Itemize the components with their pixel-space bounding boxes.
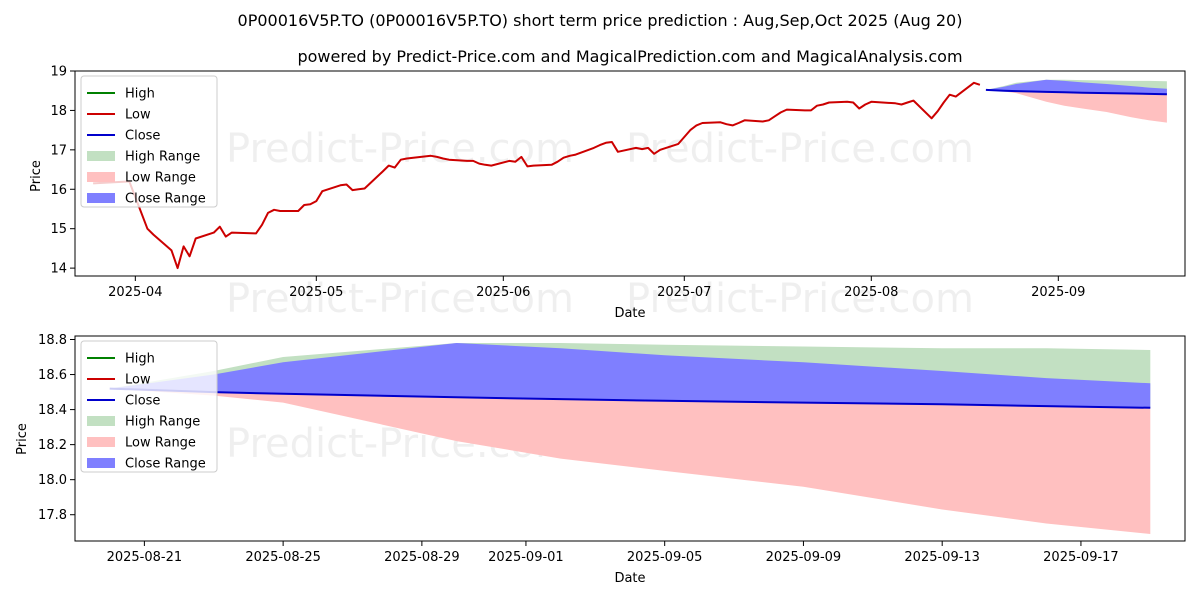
low-history-line bbox=[93, 81, 981, 270]
legend-label: High bbox=[125, 87, 155, 102]
legend-label: High bbox=[125, 352, 155, 367]
y-tick-label: 15 bbox=[50, 222, 67, 237]
legend-label: Close bbox=[125, 394, 160, 409]
bottom-x-axis-title: Date bbox=[614, 571, 645, 586]
y-tick-label: 18.8 bbox=[38, 333, 67, 348]
y-tick-label: 18.6 bbox=[38, 368, 67, 383]
x-tick-label: 2025-08 bbox=[844, 285, 898, 300]
legend-label: Close Range bbox=[125, 457, 206, 472]
x-tick-label: 2025-08-29 bbox=[384, 550, 460, 565]
legend-swatch bbox=[87, 151, 115, 161]
legend-swatch bbox=[87, 458, 115, 468]
top-x-axis-title: Date bbox=[614, 306, 645, 321]
close-forecast-line bbox=[985, 88, 1167, 96]
x-tick-label: 2025-06 bbox=[476, 285, 530, 300]
legend-label: Low Range bbox=[125, 436, 196, 451]
top-panel: Predict-Price.com Predict-Price.com Pred… bbox=[29, 65, 1186, 322]
x-tick-label: 2025-09 bbox=[1031, 285, 1085, 300]
x-tick-label: 2025-04 bbox=[108, 285, 162, 300]
x-tick-label: 2025-09-13 bbox=[904, 550, 980, 565]
y-tick-label: 17 bbox=[50, 143, 67, 158]
close-range-band bbox=[109, 343, 1151, 408]
top-forecast-bands bbox=[985, 79, 1167, 123]
bottom-y-axis-title: Price bbox=[15, 423, 30, 455]
plot-frame bbox=[74, 70, 1186, 277]
watermark: Predict-Price.com bbox=[626, 126, 974, 172]
top-watermarks: Predict-Price.com Predict-Price.com Pred… bbox=[226, 126, 974, 322]
watermark: Predict-Price.com bbox=[226, 276, 574, 322]
top-legend: High Low Close High Range Low Range Close Ran… bbox=[80, 75, 218, 208]
y-tick-label: 18.0 bbox=[38, 473, 67, 488]
y-tick-label: 18 bbox=[50, 104, 67, 119]
legend-label: High Range bbox=[125, 150, 200, 165]
legend-swatch bbox=[87, 416, 115, 426]
watermark: Predict-Price.com bbox=[626, 276, 974, 322]
legend-label: Low bbox=[125, 373, 151, 388]
low-range-band bbox=[985, 89, 1167, 123]
x-tick-label: 2025-09-09 bbox=[766, 550, 842, 565]
y-tick-label: 17.8 bbox=[38, 508, 67, 523]
top-axes: 2025-04 2025-05 2025-06 2025-07 2025-08 2025-… bbox=[50, 65, 1186, 300]
top-series-lines bbox=[93, 81, 1167, 270]
x-tick-label: 2025-09-17 bbox=[1043, 550, 1119, 565]
chart-subtitle: powered by Predict-Price.com and Magical… bbox=[297, 47, 962, 66]
y-tick-label: 18.4 bbox=[38, 403, 67, 418]
bottom-legend: High Low Close High Range Low Range Close Ran… bbox=[80, 340, 218, 473]
watermark: Predict-Price.com bbox=[226, 126, 574, 172]
bottom-series-lines bbox=[109, 387, 1151, 409]
legend-label: Low Range bbox=[125, 171, 196, 186]
legend-swatch bbox=[87, 193, 115, 203]
x-tick-label: 2025-05 bbox=[289, 285, 343, 300]
x-tick-label: 2025-09-01 bbox=[488, 550, 564, 565]
legend-swatch bbox=[87, 172, 115, 182]
y-tick-label: 16 bbox=[50, 183, 67, 198]
plot-frame bbox=[74, 335, 1186, 542]
chart-title: 0P00016V5P.TO (0P00016V5P.TO) short term… bbox=[238, 11, 963, 30]
x-tick-label: 2025-09-05 bbox=[627, 550, 703, 565]
x-tick-label: 2025-08-25 bbox=[245, 550, 321, 565]
low-range-band bbox=[109, 388, 1151, 534]
y-tick-label: 18.2 bbox=[38, 438, 67, 453]
legend-label: Close bbox=[125, 129, 160, 144]
legend-label: Close Range bbox=[125, 192, 206, 207]
y-tick-label: 14 bbox=[50, 262, 67, 277]
x-tick-label: 2025-07 bbox=[657, 285, 711, 300]
close-forecast-line bbox=[109, 387, 1151, 409]
bottom-axes: 2025-08-21 2025-08-25 2025-08-29 2025-09-01… bbox=[38, 333, 1186, 565]
y-tick-label: 19 bbox=[50, 65, 67, 80]
legend-label: Low bbox=[125, 108, 151, 123]
bottom-panel: Predict-Price.com Predict-Price.com 2025… bbox=[15, 333, 1186, 586]
top-y-axis-title: Price bbox=[29, 160, 44, 192]
legend-label: High Range bbox=[125, 415, 200, 430]
bottom-forecast-bands bbox=[109, 343, 1151, 534]
x-tick-label: 2025-08-21 bbox=[107, 550, 183, 565]
legend-swatch bbox=[87, 437, 115, 447]
